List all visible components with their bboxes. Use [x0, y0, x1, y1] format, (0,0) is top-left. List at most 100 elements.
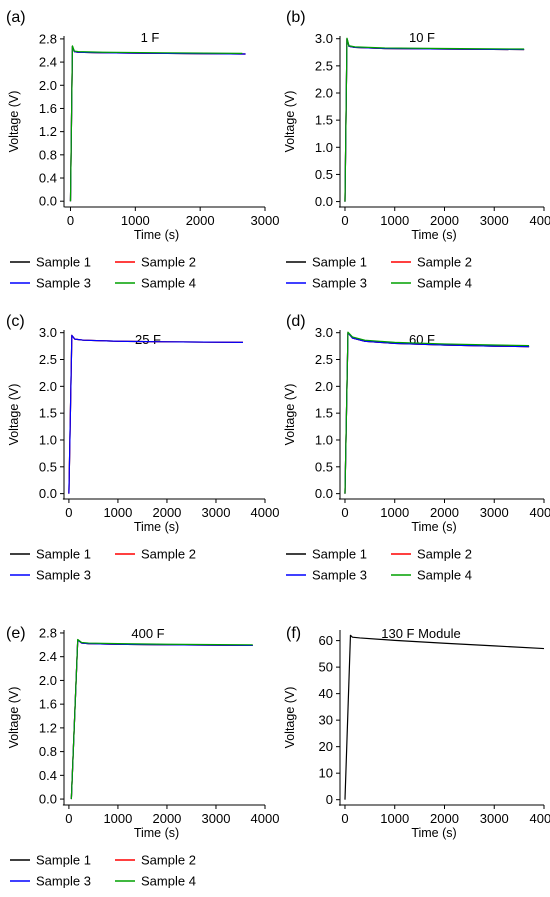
legend-label: Sample 4	[417, 568, 472, 583]
chart-panel-c: (c) 25 F 0.0 0.5 1.0 1.5 2.0 2.5 3.0 0 1000 2000 300…	[6, 313, 279, 583]
y-tick-label: 0.8	[39, 744, 57, 759]
legend-label: Sample 4	[141, 276, 196, 291]
legend-label: Sample 3	[312, 276, 367, 291]
x-tick-label: 4000	[251, 811, 280, 826]
chart-title: 130 F Module	[381, 626, 461, 641]
legend-label: Sample 2	[417, 547, 472, 562]
legend-label: Sample 2	[141, 853, 196, 868]
legend-label: Sample 4	[417, 276, 472, 291]
y-tick-label: 3.0	[39, 325, 57, 340]
legend-label: Sample 2	[141, 255, 196, 270]
legend-label: Sample 1	[36, 255, 91, 270]
x-tick-label: 0	[65, 811, 72, 826]
chart-panel-e: (e) 400 F 0.0 0.4 0.8 1.2 1.6 2.0 2.4 2.8 0 1000 200…	[6, 625, 279, 889]
chart-panel-f: (f) 130 F Module 0 10 20 30 40 50 60 0 1000 2000 300…	[283, 625, 550, 840]
y-tick-label: 0.0	[39, 194, 57, 209]
y-axis-label: Voltage (V)	[7, 687, 21, 749]
y-tick-label: 0.8	[39, 147, 57, 162]
y-tick-label: 0.5	[315, 167, 333, 182]
chart-title: 1 F	[141, 30, 160, 45]
legend: Sample 1 Sample 2 Sample 3 Sample 4	[286, 255, 472, 291]
y-tick-label: 20	[319, 739, 333, 754]
y-axis-label: Voltage (V)	[7, 91, 21, 153]
series-line-2	[70, 639, 253, 800]
legend-label: Sample 1	[36, 853, 91, 868]
y-axis-label: Voltage (V)	[283, 91, 297, 153]
panel-label: (f)	[286, 625, 301, 642]
y-tick-label: 1.0	[315, 432, 333, 447]
x-tick-label: 4000	[530, 213, 550, 228]
series-line-2	[69, 45, 246, 202]
series-line-3	[344, 38, 525, 202]
y-tick-label: 2.0	[315, 379, 333, 394]
series-line-3	[69, 45, 246, 202]
x-axis-label: Time (s)	[134, 520, 179, 534]
series-line-4	[344, 331, 530, 494]
x-tick-label: 1000	[380, 811, 409, 826]
x-axis-label: Time (s)	[134, 228, 179, 242]
y-tick-label: 50	[319, 660, 333, 675]
x-tick-label: 4000	[530, 505, 550, 520]
panel-label: (c)	[6, 313, 25, 330]
y-tick-label: 2.0	[315, 86, 333, 101]
x-axis-label: Time (s)	[411, 520, 456, 534]
x-tick-label: 1000	[121, 213, 150, 228]
x-axis-label: Time (s)	[134, 826, 179, 840]
legend-label: Sample 2	[141, 547, 196, 562]
x-tick-label: 3000	[480, 505, 509, 520]
legend-label: Sample 2	[417, 255, 472, 270]
y-tick-label: 1.0	[39, 432, 57, 447]
x-tick-label: 0	[67, 213, 74, 228]
x-tick-label: 1000	[103, 811, 132, 826]
series-line-4	[344, 37, 525, 202]
chart-title: 25 F	[135, 332, 161, 347]
legend-label: Sample 3	[312, 568, 367, 583]
y-axis-label: Voltage (V)	[283, 687, 297, 749]
y-tick-label: 0	[326, 792, 333, 807]
y-tick-label: 0.0	[39, 792, 57, 807]
chart-panel-b: (b) 10 F 0.0 0.5 1.0 1.5 2.0 2.5 3.0 0 1000 2000 300…	[283, 9, 550, 291]
panel-label: (a)	[6, 9, 26, 26]
y-tick-label: 1.5	[315, 406, 333, 421]
series-line-2	[344, 38, 525, 202]
y-tick-label: 0.0	[315, 194, 333, 209]
y-tick-label: 2.5	[39, 352, 57, 367]
series-line-1	[69, 45, 246, 202]
x-tick-label: 1000	[380, 213, 409, 228]
legend: Sample 1 Sample 2 Sample 3 Sample 4	[10, 853, 196, 889]
y-tick-label: 0.0	[39, 486, 57, 501]
y-tick-label: 1.2	[39, 124, 57, 139]
x-tick-label: 1000	[103, 505, 132, 520]
y-tick-label: 2.5	[315, 58, 333, 73]
y-tick-label: 1.2	[39, 720, 57, 735]
series-line-1	[344, 332, 530, 494]
legend: Sample 1 Sample 2 Sample 3	[10, 547, 196, 583]
x-tick-label: 4000	[530, 811, 550, 826]
panel-label: (b)	[286, 9, 306, 26]
y-tick-label: 0.5	[315, 459, 333, 474]
y-tick-label: 2.0	[39, 673, 57, 688]
x-tick-label: 2000	[430, 505, 459, 520]
x-tick-label: 0	[341, 811, 348, 826]
y-axis-label: Voltage (V)	[283, 384, 297, 446]
y-tick-label: 10	[319, 766, 333, 781]
legend-label: Sample 1	[312, 255, 367, 270]
x-tick-label: 3000	[480, 811, 509, 826]
y-tick-label: 60	[319, 633, 333, 648]
x-tick-label: 2000	[186, 213, 215, 228]
x-tick-label: 3000	[480, 213, 509, 228]
y-tick-label: 30	[319, 713, 333, 728]
y-tick-label: 0.5	[39, 459, 57, 474]
series-line-1	[344, 38, 525, 202]
y-tick-label: 3.0	[315, 31, 333, 46]
y-tick-label: 1.5	[315, 113, 333, 128]
y-tick-label: 2.8	[39, 625, 57, 640]
x-tick-label: 2000	[430, 811, 459, 826]
y-tick-label: 2.5	[315, 352, 333, 367]
series-line-1	[344, 634, 545, 800]
series-line-4	[69, 45, 243, 202]
y-tick-label: 1.6	[39, 697, 57, 712]
legend-label: Sample 1	[36, 547, 91, 562]
x-tick-label: 0	[341, 213, 348, 228]
